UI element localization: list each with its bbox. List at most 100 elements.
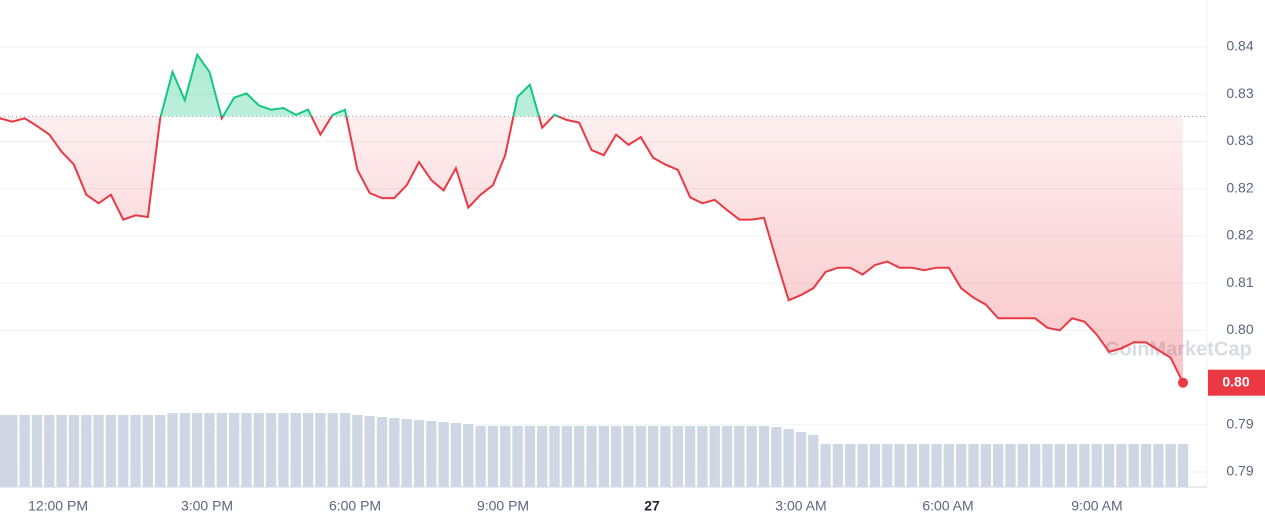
volume-bar	[783, 429, 794, 487]
volume-bar	[845, 444, 856, 487]
x-tick-label: 9:00 PM	[477, 498, 529, 514]
volume-bar	[253, 413, 264, 487]
volume-bar	[327, 413, 338, 487]
volume-bar	[734, 426, 745, 487]
volume-bar	[549, 426, 560, 487]
y-tick-label: 0.82	[1226, 179, 1253, 195]
volume-bar	[771, 427, 782, 487]
volume-bar	[290, 413, 301, 487]
volume-bar	[635, 426, 646, 487]
volume-bar	[1029, 444, 1041, 487]
volume-bar	[179, 413, 191, 487]
last-point	[1178, 377, 1188, 388]
volume-bar	[709, 426, 720, 487]
volume-bar	[1042, 444, 1053, 487]
volume-bar	[647, 426, 659, 487]
volume-bar	[1103, 444, 1115, 487]
x-tick-label: 3:00 PM	[181, 498, 233, 514]
volume-bar	[857, 444, 868, 487]
volume-bar	[1054, 444, 1065, 487]
volume-bar	[808, 435, 819, 487]
volume-bar	[968, 444, 979, 487]
last-price-badge	[1208, 369, 1265, 396]
y-tick-label: 0.79	[1226, 415, 1253, 431]
volume-bar	[204, 413, 215, 487]
volume-bar	[339, 413, 351, 487]
volume-bar	[142, 415, 154, 487]
volume-bar	[389, 418, 400, 487]
volume-bar	[265, 413, 277, 487]
volume-bar	[537, 426, 548, 487]
area-down	[0, 116, 1183, 383]
volume-bar	[672, 426, 683, 487]
x-tick-label: 6:00 PM	[329, 498, 381, 514]
volume-bar	[413, 420, 425, 487]
volume-bar	[1017, 444, 1028, 487]
volume-bar	[660, 426, 671, 487]
volume-bar	[512, 426, 523, 487]
volume-bar	[475, 426, 486, 487]
volume-bar	[376, 417, 388, 487]
volume-bar	[943, 444, 955, 487]
volume-bar	[1079, 444, 1090, 487]
x-tick-label: 27	[644, 498, 660, 514]
volume-bar	[1140, 444, 1152, 487]
volume-bar	[623, 426, 634, 487]
volume-bar	[598, 426, 609, 487]
volume-bar	[302, 413, 314, 487]
volume-bar	[463, 424, 474, 487]
volume-bar	[68, 415, 80, 487]
volume-bar	[820, 444, 831, 487]
volume-bar	[894, 444, 905, 487]
x-tick-label: 9:00 AM	[1071, 498, 1122, 514]
volume-bar	[364, 416, 375, 487]
volume-bar	[192, 413, 203, 487]
volume-bar	[586, 426, 597, 487]
volume-bar	[721, 426, 733, 487]
y-tick-label: 0.82	[1226, 227, 1253, 243]
volume-bar	[1165, 444, 1176, 487]
volume-bar	[795, 432, 807, 487]
volume-bar	[919, 444, 930, 487]
y-tick-label: 0.84	[1226, 38, 1253, 54]
volume-bar	[450, 423, 462, 487]
volume-bar	[1153, 444, 1164, 487]
y-tick-label: 0.80	[1226, 321, 1253, 337]
volume-bar	[1177, 444, 1189, 487]
y-tick-label: 0.83	[1226, 85, 1253, 101]
volume-bar	[155, 415, 166, 487]
volume-bar	[352, 415, 363, 487]
volume-bar	[56, 415, 67, 487]
volume-bar	[561, 426, 573, 487]
volume-bar	[401, 419, 412, 487]
volume-bar	[980, 444, 991, 487]
volume-bar	[315, 413, 326, 487]
volume-bar	[882, 444, 893, 487]
volume-bar	[697, 426, 708, 487]
volume-bar	[118, 415, 129, 487]
volume-bar	[524, 426, 536, 487]
volume-bar	[44, 415, 55, 487]
y-tick-label: 0.79	[1226, 463, 1253, 479]
last-price-label: 0.80	[1222, 373, 1249, 389]
volume-bar	[931, 444, 942, 487]
volume-bar	[93, 415, 104, 487]
volume-bar	[574, 426, 585, 487]
volume-bar	[832, 444, 844, 487]
volume-bar	[746, 426, 757, 487]
x-tick-label: 3:00 AM	[775, 498, 826, 514]
volume-bar	[1005, 444, 1016, 487]
volume-bar	[956, 444, 967, 487]
volume-bar	[992, 444, 1004, 487]
volume-bar	[167, 413, 178, 487]
x-tick-label: 6:00 AM	[922, 498, 973, 514]
volume-bar	[1066, 444, 1078, 487]
volume-bar	[228, 413, 240, 487]
y-tick-label: 0.83	[1226, 132, 1253, 148]
volume-bar	[500, 426, 511, 487]
volume-bar	[438, 422, 449, 487]
volume-bar	[906, 444, 918, 487]
volume-bar	[487, 426, 499, 487]
price-line-down	[0, 116, 1184, 384]
